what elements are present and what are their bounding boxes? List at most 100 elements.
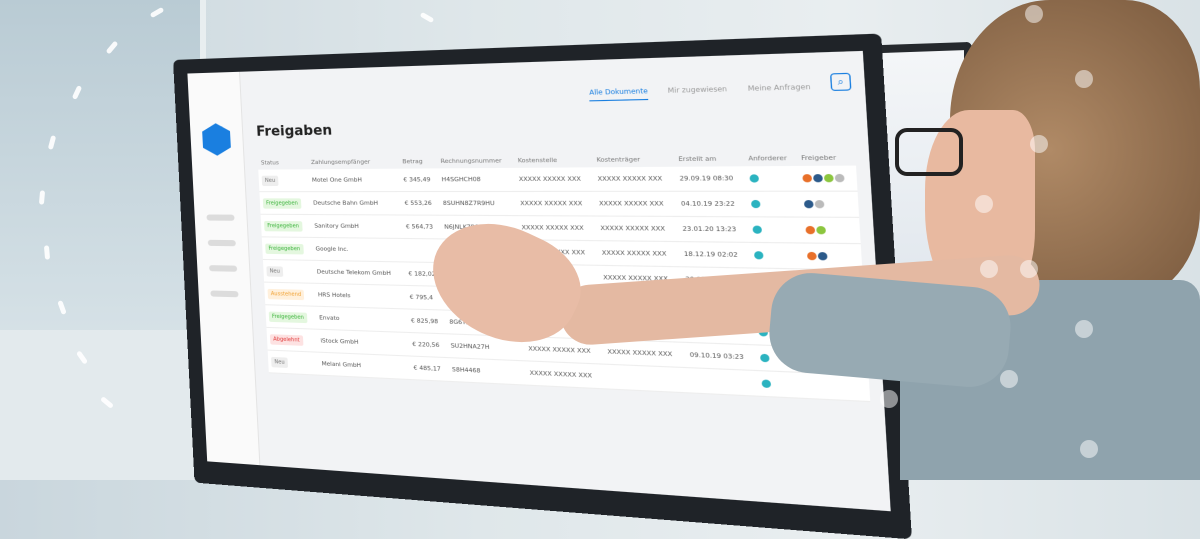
approver-avatar — [805, 225, 816, 235]
decorative-bubble — [1000, 370, 1018, 388]
decorative-bubble — [1025, 5, 1043, 23]
payee-cell: HRS Hotels — [314, 283, 408, 309]
decorative-bubble — [975, 195, 993, 213]
decorative-bubble — [880, 390, 898, 408]
amount-cell: € 553,26 — [400, 191, 441, 216]
cost-center-cell: XXXXX XXXXX XXX — [516, 191, 597, 217]
column-header[interactable]: Anforderer — [743, 151, 798, 167]
requester-cell — [749, 242, 804, 269]
decorative-bubble — [1080, 440, 1098, 458]
status-cell: Freigegeben — [260, 214, 312, 238]
requester-cell — [746, 191, 801, 218]
tab-meine-anfragen[interactable]: Meine Anfragen — [747, 83, 811, 94]
column-header[interactable]: Freigeber — [796, 151, 856, 166]
requester-avatar — [749, 174, 759, 183]
decorative-bubble — [1030, 135, 1048, 153]
approver-avatar — [812, 174, 823, 183]
sidebar — [187, 71, 261, 466]
cost-unit-cell — [604, 364, 689, 393]
person-sleeve — [766, 269, 1014, 391]
cost-unit-cell: XXXXX XXXXX XXX — [594, 191, 678, 217]
status-cell: Abgelehnt — [266, 327, 318, 353]
sidebar-item[interactable] — [209, 265, 238, 272]
requester-cell — [747, 216, 803, 243]
payee-cell: Google Inc. — [311, 237, 405, 262]
created-cell: 04.10.19 23:22 — [676, 191, 748, 217]
payee-cell: Deutsche Telekom GmbH — [313, 260, 406, 286]
approver-avatar — [806, 251, 817, 261]
glasses — [895, 128, 963, 176]
status-badge: Neu — [271, 356, 289, 368]
sidebar-item[interactable] — [210, 290, 239, 298]
requester-cell — [744, 165, 800, 192]
approvers-cell — [800, 217, 861, 244]
invoice-cell: H4SGHCH08 — [437, 167, 517, 192]
status-badge: Abgelehnt — [269, 333, 304, 346]
tab-mir-zugewiesen[interactable]: Mir zugewiesen — [667, 85, 728, 96]
window-sill — [0, 330, 210, 480]
column-header[interactable]: Status — [257, 156, 309, 170]
column-header[interactable]: Erstellt am — [674, 152, 745, 167]
cost-center-cell: XXXXX XXXXX XXX — [525, 360, 606, 389]
cost-center-cell: XXXXX XXXXX XXX — [514, 167, 595, 192]
tabs: Alle Dokumente Mir zugewiesen Meine Anfr… — [589, 83, 811, 102]
logo-hexagon — [202, 123, 232, 156]
amount-cell: € 485,17 — [409, 355, 450, 382]
approvers-cell — [799, 191, 860, 218]
sidebar-item[interactable] — [206, 214, 235, 221]
payee-cell: Envato — [315, 306, 409, 333]
status-cell: Freigegeben — [261, 236, 314, 261]
column-header[interactable]: Rechnungsnummer — [436, 154, 515, 169]
status-badge: Ausstehend — [267, 288, 305, 300]
status-badge: Neu — [261, 175, 279, 186]
status-cell: Ausstehend — [264, 282, 316, 307]
sidebar-item[interactable] — [207, 239, 236, 247]
requester-avatar — [752, 225, 762, 234]
status-badge: Neu — [266, 265, 284, 277]
column-header[interactable]: Kostenträger — [592, 153, 676, 168]
status-cell: Freigegeben — [265, 304, 317, 330]
invoice-cell: 8SUHN8Z7R9HU — [438, 191, 518, 216]
created-cell: 29.09.19 08:30 — [675, 166, 747, 192]
status-badge: Freigegeben — [268, 311, 308, 323]
approver-avatar — [802, 174, 813, 183]
requester-cell — [756, 370, 812, 399]
amount-cell: € 220,56 — [408, 332, 449, 358]
payee-cell: Melani GmbH — [317, 352, 411, 380]
created-cell: 23.01.20 13:23 — [677, 216, 750, 243]
approver-avatar — [803, 200, 814, 209]
cost-unit-cell: XXXXX XXXXX XXX — [597, 240, 681, 267]
approvers-cell — [797, 165, 858, 192]
payee-cell: Motel One GmbH — [308, 168, 401, 192]
invoice-cell: S8H4468 — [448, 357, 527, 386]
column-header[interactable]: Kostenstelle — [513, 153, 594, 168]
created-cell: 18.12.19 02:02 — [679, 241, 751, 268]
requester-avatar — [753, 251, 764, 260]
amount-cell: € 564,73 — [401, 215, 442, 239]
cost-unit-cell: XXXXX XXXXX XXX — [596, 216, 680, 242]
page-title: Freigaben — [255, 123, 333, 140]
decorative-bubble — [980, 260, 998, 278]
cost-unit-cell: XXXXX XXXXX XXX — [603, 339, 687, 368]
amount-cell: € 345,49 — [399, 168, 439, 192]
requester-avatar — [761, 379, 771, 389]
created-cell — [686, 367, 759, 397]
column-header[interactable]: Zahlungsempfänger — [307, 155, 400, 170]
tab-alle-dokumente[interactable]: Alle Dokumente — [589, 87, 649, 102]
approver-avatar — [817, 252, 828, 261]
approver-avatar — [823, 173, 834, 183]
table-row[interactable]: Neu Motel One GmbH € 345,49 H4SGHCH08 XXXXX … — [258, 165, 858, 192]
table-row[interactable]: Freigegeben Deutsche Bahn GmbH € 553,26 8SU… — [259, 191, 860, 218]
amount-cell: € 825,98 — [407, 308, 447, 334]
column-header[interactable]: Betrag — [398, 155, 438, 169]
requester-avatar — [750, 199, 761, 209]
status-cell: Neu — [262, 259, 315, 284]
cost-unit-cell: XXXXX XXXXX XXX — [593, 166, 677, 192]
search-icon[interactable]: ⌕ — [829, 72, 852, 92]
approver-avatar — [814, 200, 825, 209]
payee-cell: Sanitory GmbH — [310, 214, 404, 239]
status-cell: Neu — [267, 350, 320, 376]
decorative-bubble — [1075, 70, 1093, 88]
status-cell: Neu — [258, 169, 310, 192]
status-cell: Freigegeben — [259, 191, 311, 215]
